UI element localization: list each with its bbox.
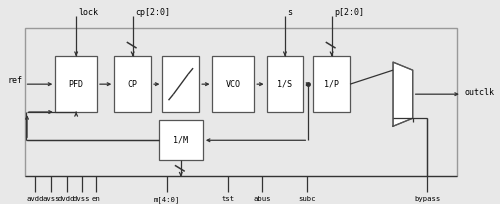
- Text: lock: lock: [78, 8, 98, 17]
- Text: subc: subc: [298, 196, 316, 202]
- Bar: [56, 56, 97, 112]
- Text: bypass: bypass: [414, 196, 440, 202]
- Text: CP: CP: [128, 80, 138, 89]
- Bar: [158, 120, 203, 160]
- Text: dvss: dvss: [73, 196, 90, 202]
- Text: dvdd: dvdd: [58, 196, 76, 202]
- Text: avss: avss: [42, 196, 60, 202]
- Text: 1/M: 1/M: [174, 136, 188, 145]
- Text: PFD: PFD: [68, 80, 84, 89]
- Bar: [24, 28, 457, 176]
- Text: 1/P: 1/P: [324, 80, 339, 89]
- Text: s: s: [288, 8, 292, 17]
- Bar: [266, 56, 304, 112]
- Text: m[4:0]: m[4:0]: [154, 196, 180, 203]
- Text: VCO: VCO: [226, 80, 241, 89]
- Polygon shape: [393, 62, 412, 126]
- Text: cp[2:0]: cp[2:0]: [135, 8, 170, 17]
- Text: 1/S: 1/S: [278, 80, 292, 89]
- Text: tst: tst: [222, 196, 235, 202]
- Text: outclk: outclk: [464, 88, 494, 97]
- Bar: [212, 56, 254, 112]
- Text: en: en: [92, 196, 100, 202]
- Bar: [114, 56, 151, 112]
- Text: p[2:0]: p[2:0]: [334, 8, 364, 17]
- Bar: [162, 56, 199, 112]
- Text: abus: abus: [253, 196, 270, 202]
- Text: ref: ref: [7, 76, 22, 85]
- Text: avdd: avdd: [26, 196, 44, 202]
- Bar: [313, 56, 350, 112]
